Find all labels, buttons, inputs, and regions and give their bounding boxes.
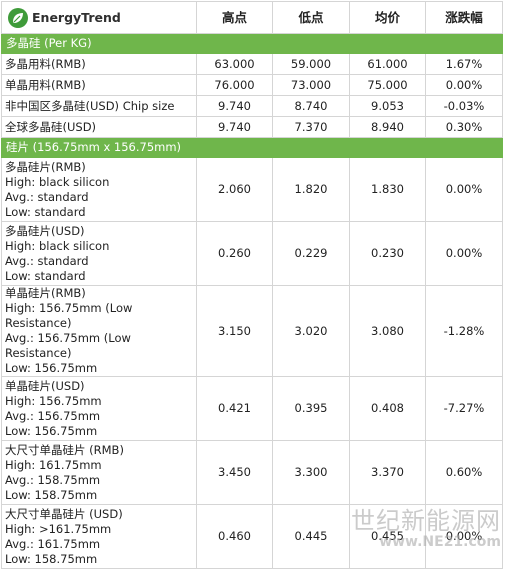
table-row: 非中国区多晶硅(USD) Chip size 9.740 8.740 9.053… [1,95,503,117]
product-name: 全球多晶硅(USD) [1,116,197,138]
table-row: 多晶硅片(USD) High: black silicon Avg.: stan… [1,221,503,286]
low-price: 73.000 [272,74,350,96]
price-change: -1.28% [425,285,503,377]
price-change: 0.00% [425,504,503,569]
low-price: 0.229 [272,221,350,286]
product-name-text: 多晶硅片(RMB) High: black silicon Avg.: stan… [5,159,110,219]
average-price: 3.080 [349,285,426,377]
section-header-wafer: 硅片 (156.75mm x 156.75mm) [1,137,503,158]
low-price: 0.395 [272,376,350,441]
price-change: 0.00% [425,221,503,286]
price-change: 0.60% [425,440,503,505]
product-name-text: 单晶硅片(USD) High: 156.75mm Avg.: 156.75mm … [5,378,102,438]
average-price: 0.455 [349,504,426,569]
product-name: 单晶硅片(RMB) High: 156.75mm (Low Resistance… [1,285,197,377]
section-title: 多晶硅 (Per KG) [1,33,503,54]
leaf-icon [8,7,28,28]
column-header-change: 涨跌幅 [425,1,503,34]
product-name-text: 单晶硅片(RMB) High: 156.75mm (Low Resistance… [5,286,133,375]
product-name: 大尺寸单晶硅片 (USD) High: >161.75mm Avg.: 161.… [1,504,197,569]
product-name: 单晶硅片(USD) High: 156.75mm Avg.: 156.75mm … [1,376,197,441]
average-price: 8.940 [349,116,426,138]
average-price: 1.830 [349,157,426,222]
low-price: 8.740 [272,95,350,117]
table-row: 大尺寸单晶硅片 (USD) High: >161.75mm Avg.: 161.… [1,504,503,569]
table-row: 单晶用料(RMB) 76.000 73.000 75.000 0.00% [1,74,503,96]
logo-cell: EnergyTrend [1,1,197,34]
average-price: 61.000 [349,53,426,75]
price-change: -7.27% [425,376,503,441]
price-change: 0.00% [425,157,503,222]
low-price: 1.820 [272,157,350,222]
low-price: 3.300 [272,440,350,505]
low-price: 3.020 [272,285,350,377]
section-header-polysilicon: 多晶硅 (Per KG) [1,33,503,54]
average-price: 75.000 [349,74,426,96]
table-row: 多晶用料(RMB) 63.000 59.000 61.000 1.67% [1,53,503,75]
high-price: 76.000 [196,74,273,96]
product-name: 非中国区多晶硅(USD) Chip size [1,95,197,117]
section-title: 硅片 (156.75mm x 156.75mm) [1,137,503,158]
table-row: 大尺寸单晶硅片 (RMB) High: 161.75mm Avg.: 158.7… [1,440,503,505]
energytrend-logo: EnergyTrend [8,7,121,28]
product-name: 多晶硅片(RMB) High: black silicon Avg.: stan… [1,157,197,222]
high-price: 63.000 [196,53,273,75]
high-price: 3.450 [196,440,273,505]
average-price: 0.230 [349,221,426,286]
average-price: 9.053 [349,95,426,117]
table-row: 多晶硅片(RMB) High: black silicon Avg.: stan… [1,157,503,222]
product-name-text: 大尺寸单晶硅片 (RMB) High: 161.75mm Avg.: 158.7… [5,442,124,502]
product-name: 多晶硅片(USD) High: black silicon Avg.: stan… [1,221,197,286]
price-change: -0.03% [425,95,503,117]
high-price: 9.740 [196,95,273,117]
product-name-text: 大尺寸单晶硅片 (USD) High: >161.75mm Avg.: 161.… [5,506,123,566]
average-price: 3.370 [349,440,426,505]
table-row: 单晶硅片(USD) High: 156.75mm Avg.: 156.75mm … [1,376,503,441]
column-header-low: 低点 [272,1,350,34]
average-price: 0.408 [349,376,426,441]
price-change: 0.00% [425,74,503,96]
table-row: 单晶硅片(RMB) High: 156.75mm (Low Resistance… [1,285,503,377]
low-price: 59.000 [272,53,350,75]
column-header-high: 高点 [196,1,273,34]
column-header-average: 均价 [349,1,426,34]
product-name: 单晶用料(RMB) [1,74,197,96]
product-name-text: 多晶硅片(USD) High: black silicon Avg.: stan… [5,223,110,283]
high-price: 3.150 [196,285,273,377]
product-name: 大尺寸单晶硅片 (RMB) High: 161.75mm Avg.: 158.7… [1,440,197,505]
header-row: EnergyTrend 高点 低点 均价 涨跌幅 [1,1,503,34]
price-change: 0.30% [425,116,503,138]
table-row: 全球多晶硅(USD) 9.740 7.370 8.940 0.30% [1,116,503,138]
price-change: 1.67% [425,53,503,75]
high-price: 2.060 [196,157,273,222]
high-price: 0.260 [196,221,273,286]
product-name: 多晶用料(RMB) [1,53,197,75]
low-price: 0.445 [272,504,350,569]
low-price: 7.370 [272,116,350,138]
high-price: 9.740 [196,116,273,138]
logo-text: EnergyTrend [32,10,121,25]
high-price: 0.460 [196,504,273,569]
high-price: 0.421 [196,376,273,441]
